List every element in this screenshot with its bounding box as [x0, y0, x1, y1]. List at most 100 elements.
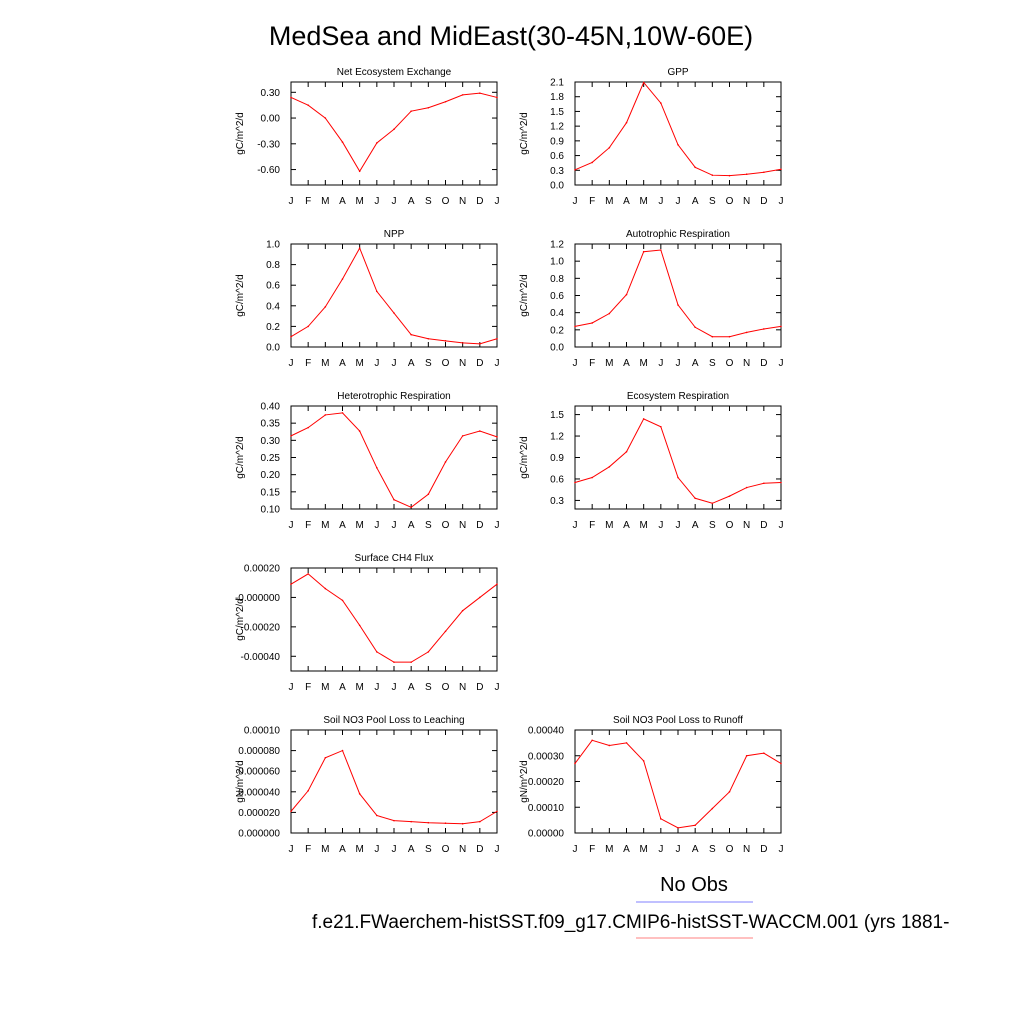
data-point: [780, 168, 782, 171]
x-tick-label: J: [495, 682, 500, 693]
data-point: [427, 821, 430, 824]
data-point: [479, 343, 481, 345]
data-point: [376, 290, 378, 293]
x-tick-label: D: [476, 520, 483, 531]
data-point: [660, 102, 662, 104]
data-point: [591, 161, 593, 164]
x-tick-label: S: [709, 358, 716, 369]
data-point: [324, 587, 327, 590]
x-tick-label: M: [639, 196, 647, 207]
x-tick-label: M: [605, 358, 613, 369]
x-tick-label: J: [374, 358, 379, 369]
y-tick-label: 0.9: [550, 136, 564, 147]
data-point: [574, 168, 576, 171]
data-point: [461, 609, 464, 612]
data-point: [763, 328, 765, 330]
data-point: [427, 337, 430, 340]
panel-title: Net Ecosystem Exchange: [337, 67, 452, 78]
x-tick-label: O: [726, 844, 734, 855]
panel-title: Ecosystem Respiration: [627, 391, 729, 402]
data-point: [393, 498, 395, 501]
data-point: [444, 100, 447, 103]
series-line: [574, 81, 782, 177]
data-point: [358, 793, 361, 795]
data-point: [642, 81, 645, 84]
x-tick-label: N: [459, 844, 466, 855]
panel-title: Heterotrophic Respiration: [337, 391, 450, 402]
x-tick-label: D: [760, 520, 767, 531]
y-tick-label: 0.2: [266, 322, 280, 333]
data-point: [393, 819, 395, 822]
data-point: [496, 337, 498, 340]
series-line: [290, 749, 498, 825]
y-axis-label: gC/m^2/d: [235, 436, 246, 479]
x-tick-label: S: [425, 844, 432, 855]
data-point: [410, 333, 412, 336]
y-tick-label: 0.25: [261, 453, 281, 464]
x-tick-label: O: [726, 520, 734, 531]
data-point: [427, 106, 430, 109]
data-point: [608, 146, 611, 149]
x-tick-label: J: [392, 358, 397, 369]
x-tick-label: D: [760, 196, 767, 207]
y-tick-label: 0.000060: [238, 767, 280, 778]
y-tick-label: 1.5: [550, 410, 564, 421]
data-point: [444, 461, 447, 463]
y-tick-label: 0.9: [550, 453, 564, 464]
data-point: [694, 497, 696, 500]
x-tick-label: O: [442, 844, 450, 855]
y-tick-label: 0.00: [261, 114, 281, 125]
y-tick-label: -0.30: [257, 139, 280, 150]
data-point: [461, 822, 464, 825]
data-point: [574, 481, 576, 484]
x-tick-label: F: [305, 682, 311, 693]
x-tick-label: S: [709, 844, 716, 855]
x-tick-label: F: [305, 520, 311, 531]
plot-frame: [574, 729, 782, 834]
data-point: [574, 325, 576, 328]
x-tick-label: M: [321, 844, 329, 855]
data-point: [461, 342, 464, 344]
data-point: [341, 278, 344, 280]
data-point: [358, 170, 361, 173]
data-point: [479, 92, 481, 94]
y-tick-label: 0.35: [261, 419, 281, 430]
x-tick-label: F: [305, 844, 311, 855]
x-tick-label: J: [495, 520, 500, 531]
y-tick-label: 0.6: [550, 474, 564, 485]
x-tick-label: J: [676, 358, 681, 369]
data-point: [574, 762, 576, 765]
x-tick-label: S: [425, 196, 432, 207]
data-point: [745, 754, 748, 757]
y-tick-label: 0.000080: [238, 746, 280, 757]
x-tick-label: A: [623, 358, 630, 369]
data-point: [625, 450, 628, 453]
data-point: [290, 435, 292, 437]
data-point: [461, 435, 464, 437]
data-point: [745, 331, 748, 334]
x-tick-label: J: [676, 844, 681, 855]
x-tick-label: A: [408, 520, 415, 531]
data-point: [290, 335, 292, 338]
x-tick-label: M: [355, 358, 363, 369]
data-point: [461, 94, 464, 96]
y-tick-label: 2.1: [550, 78, 564, 89]
x-tick-label: A: [339, 844, 346, 855]
y-tick-label: 0.20: [261, 470, 281, 481]
y-tick-label: 0.40: [261, 402, 281, 413]
data-point: [711, 174, 714, 176]
y-tick-label: 0.00040: [528, 726, 565, 737]
data-point: [625, 121, 628, 124]
data-point: [728, 335, 731, 338]
x-tick-label: J: [658, 844, 663, 855]
x-tick-label: J: [495, 358, 500, 369]
plot-frame: [290, 729, 498, 834]
x-tick-label: J: [392, 520, 397, 531]
x-tick-label: J: [676, 196, 681, 207]
x-tick-label: D: [476, 682, 483, 693]
data-point: [608, 465, 611, 468]
